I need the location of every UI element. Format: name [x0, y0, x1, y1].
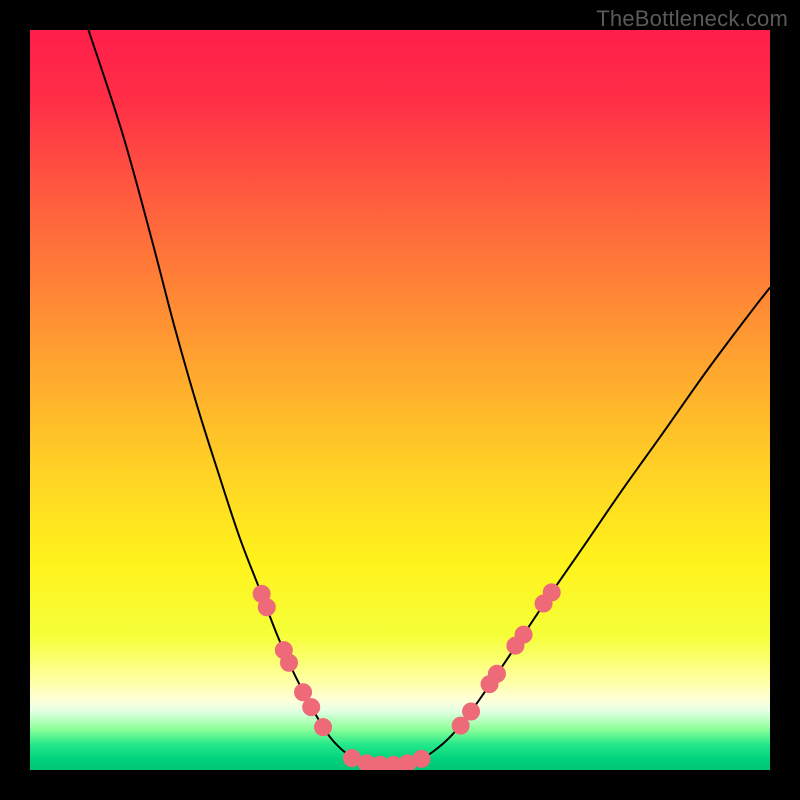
- data-marker: [295, 684, 312, 701]
- data-marker: [413, 750, 430, 767]
- data-marker: [281, 654, 298, 671]
- plot-area: [30, 30, 770, 770]
- data-marker: [543, 584, 560, 601]
- data-marker: [515, 626, 532, 643]
- data-marker: [488, 665, 505, 682]
- data-marker: [452, 717, 469, 734]
- data-marker: [463, 703, 480, 720]
- v-curve: [88, 30, 770, 765]
- watermark-text: TheBottleneck.com: [596, 6, 788, 32]
- data-marker: [315, 719, 332, 736]
- data-marker: [258, 599, 275, 616]
- chart-root: TheBottleneck.com: [0, 0, 800, 800]
- data-marker: [303, 699, 320, 716]
- curve-layer: [30, 30, 770, 770]
